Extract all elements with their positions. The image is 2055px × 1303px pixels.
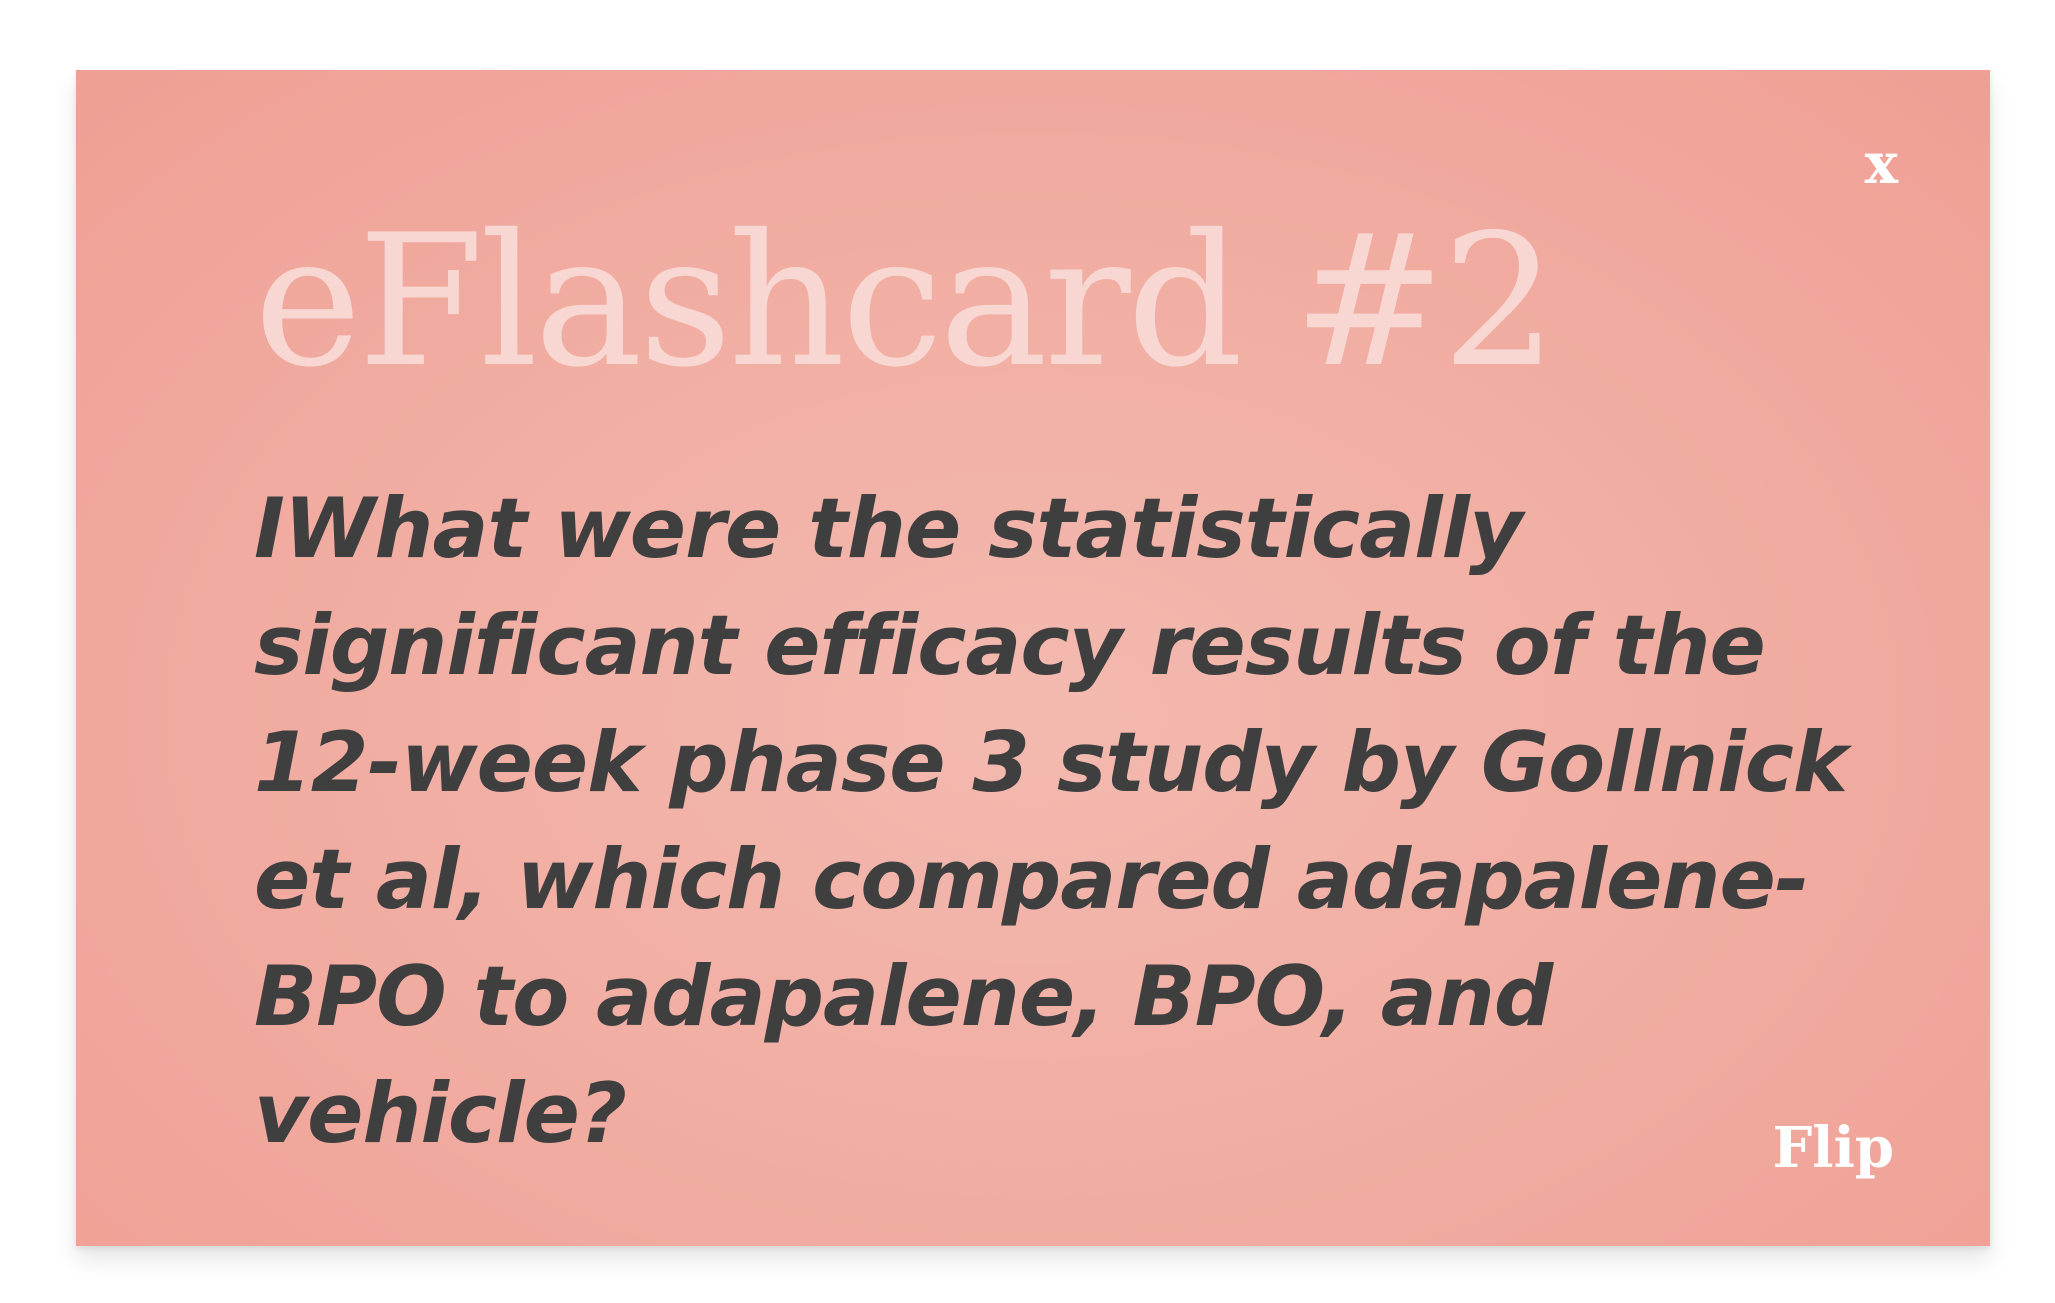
- flip-button[interactable]: Flip: [1772, 1115, 1894, 1181]
- flashcard-question: IWhat were the statistically significant…: [254, 480, 1848, 1162]
- close-button[interactable]: x: [1864, 131, 1898, 197]
- flashcard: x eFlashcard #2 IWhat were the statistic…: [76, 70, 1990, 1246]
- flashcard-title: eFlashcard #2: [254, 195, 1557, 407]
